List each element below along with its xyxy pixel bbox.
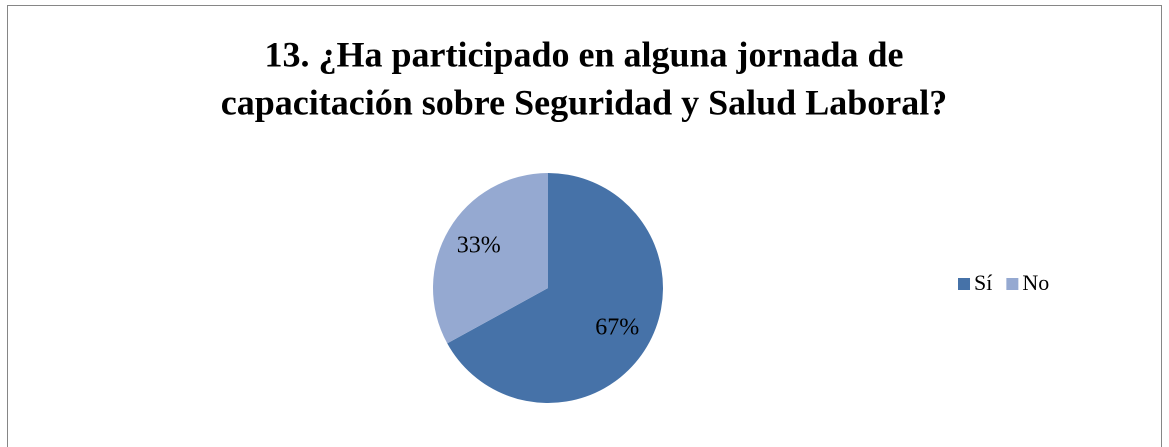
chart-title: 13. ¿Ha participado en alguna jornada de <box>264 34 903 74</box>
legend-label: Sí <box>974 270 992 295</box>
chart-title: capacitación sobre Seguridad y Salud Lab… <box>221 82 947 122</box>
pie-slice <box>447 173 664 403</box>
legend-swatch <box>958 278 970 290</box>
data-label: 33% <box>457 233 501 259</box>
pie-slice <box>433 173 548 344</box>
data-label: 67% <box>595 314 639 340</box>
legend-swatch <box>1006 278 1019 290</box>
legend-label: No <box>1022 270 1049 295</box>
